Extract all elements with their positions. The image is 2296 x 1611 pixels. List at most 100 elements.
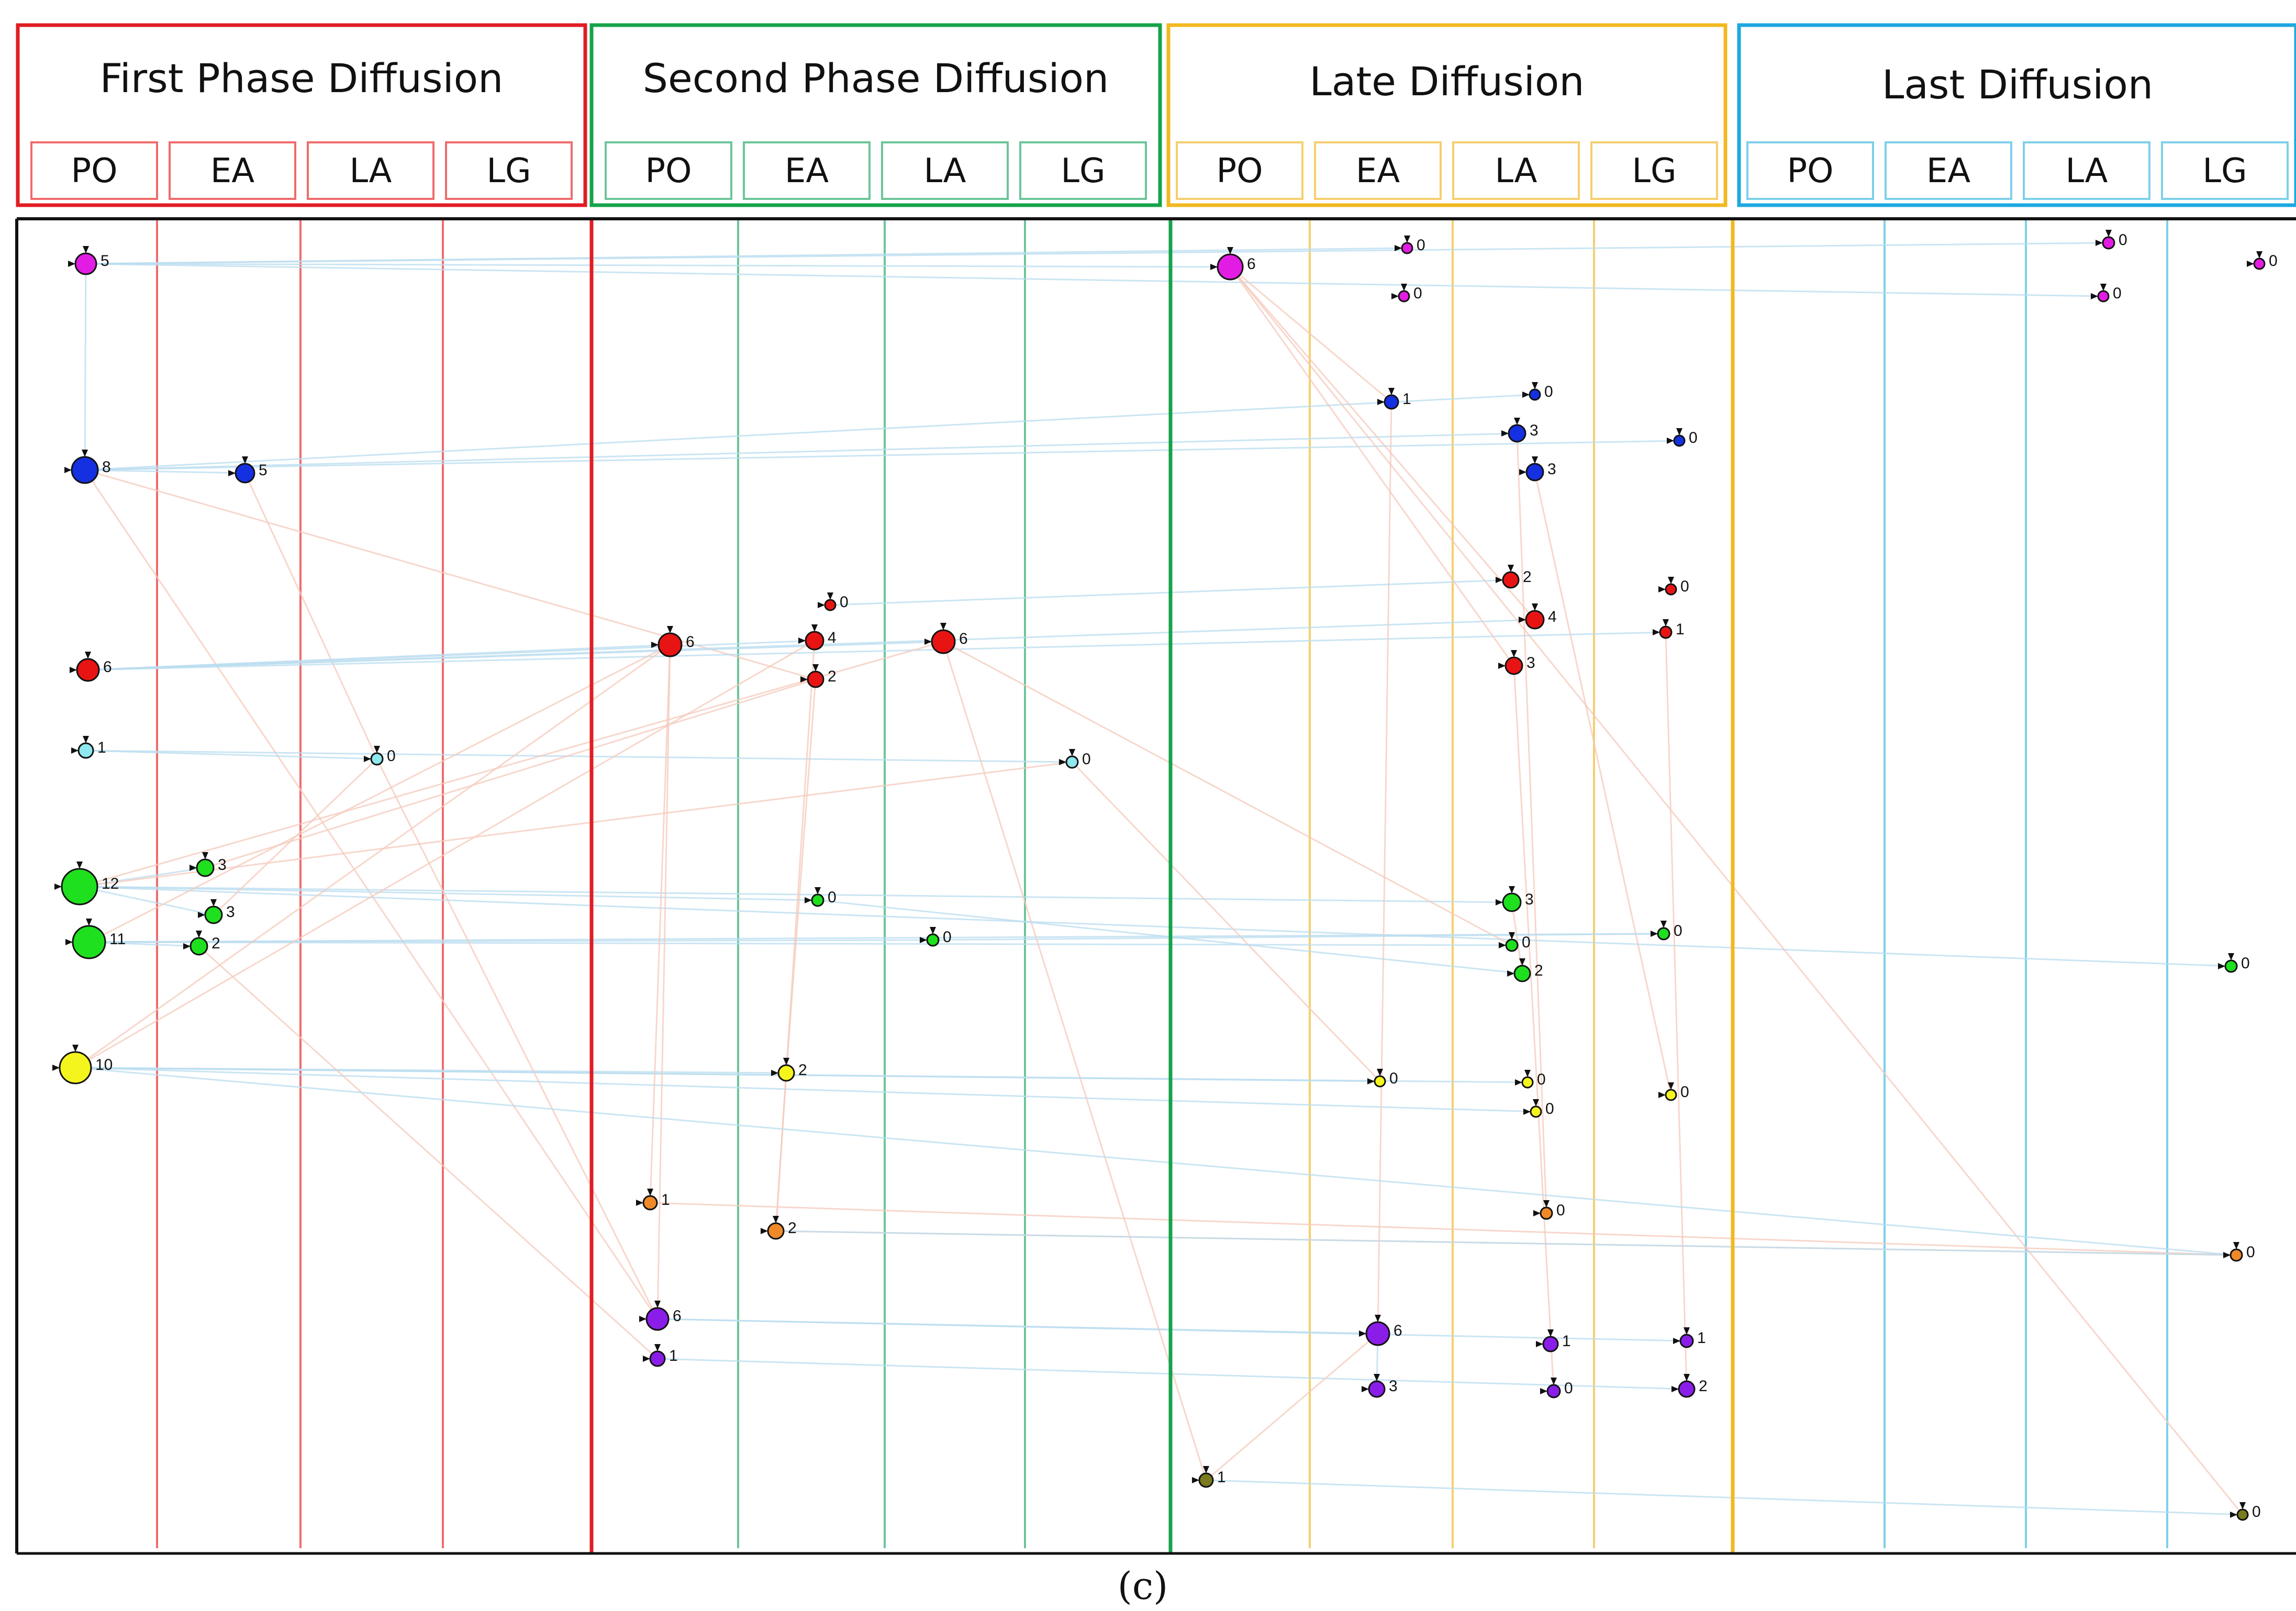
node-label: 4: [828, 629, 837, 646]
edge-0-54: [85, 242, 2109, 265]
node-arrowhead: [1508, 565, 1514, 572]
edge-1-30: [84, 432, 1518, 471]
node-red: 0: [818, 592, 849, 611]
node-arrowhead: [64, 467, 72, 473]
node-arrowhead: [1377, 399, 1385, 405]
sublabel-ea: EA: [785, 152, 829, 191]
sublabel-lg: LG: [1061, 152, 1105, 191]
node-cyan: 0: [364, 746, 396, 766]
node-arrowhead: [1203, 1466, 1209, 1473]
node-arrowhead: [800, 676, 808, 683]
node-arrowhead: [1658, 586, 1666, 592]
node-label: 6: [959, 630, 968, 647]
node-circle: [76, 658, 100, 682]
node-circle: [1513, 965, 1531, 982]
node-label: 6: [673, 1307, 682, 1325]
node-label: 0: [1417, 237, 1425, 254]
node-green: 0: [920, 927, 952, 947]
node-circle: [370, 752, 384, 766]
node-orange: 0: [1533, 1200, 1565, 1220]
node-arrowhead: [1507, 970, 1514, 977]
node-circle: [1659, 625, 1673, 639]
node-purple: 2: [1671, 1374, 1708, 1398]
phase-header-box: [1737, 23, 2296, 207]
node-circle: [61, 868, 98, 905]
node-arrowhead: [1532, 382, 1538, 389]
node-arrowhead: [1523, 1109, 1531, 1115]
edge-8-16: [205, 678, 816, 869]
node-label: 0: [2269, 252, 2278, 270]
node-arrowhead: [812, 664, 819, 672]
node-arrowhead: [1543, 1200, 1550, 1207]
sublabel-box-ea: [1314, 141, 1442, 200]
node-label: 3: [1525, 891, 1534, 908]
node-arrowhead: [1401, 284, 1407, 291]
node-green: 0: [2218, 953, 2250, 973]
edge-11-43: [75, 1067, 1528, 1083]
node-circle: [657, 632, 683, 657]
node-arrowhead: [1519, 617, 1526, 623]
edge-11-14: [75, 640, 815, 1069]
node-arrowhead: [1501, 430, 1509, 437]
sublabel-la: LA: [924, 152, 966, 191]
edge-19-40: [932, 933, 1664, 941]
node-red: 2: [800, 664, 837, 688]
node-arrowhead: [1514, 418, 1520, 425]
sublabel-box-po: [1176, 141, 1303, 200]
sublabel-la: LA: [2066, 152, 2108, 191]
sublabel-box-ea: [743, 141, 871, 200]
node-arrowhead: [1536, 1341, 1543, 1347]
sublabel-po: PO: [71, 152, 118, 191]
node-label: 6: [1247, 255, 1256, 273]
node-yellow: 0: [1515, 1070, 1546, 1089]
node-label: 4: [1548, 608, 1557, 625]
node-arrowhead: [924, 639, 932, 645]
node-arrowhead: [1069, 749, 1075, 756]
node-label: 0: [2252, 1503, 2261, 1520]
node-circle: [805, 631, 824, 651]
node-arrowhead: [2105, 230, 2112, 237]
node-circle: [1217, 253, 1244, 281]
edge-7-10: [88, 941, 199, 947]
node-label: 0: [943, 928, 952, 946]
edge-6-57: [79, 886, 2232, 967]
node-arrowhead: [805, 897, 812, 903]
plot-frame: [15, 217, 2296, 1555]
node-arrowhead: [1540, 1388, 1547, 1394]
sublabel-po: PO: [1217, 152, 1263, 191]
node-arrowhead: [771, 1070, 778, 1076]
node-circle: [2102, 236, 2115, 250]
node-arrowhead: [1532, 456, 1538, 464]
node-arrowhead: [68, 261, 75, 267]
sublabel-la: LA: [1495, 152, 1537, 191]
phase-header-box: [1166, 23, 1727, 207]
node-circle: [824, 599, 837, 611]
sublabel-box-lg: [1590, 141, 1718, 200]
node-circle: [1374, 1075, 1386, 1088]
node-label: 0: [2246, 1244, 2255, 1261]
edge-11-13: [75, 644, 671, 1069]
node-arrowhead: [1667, 438, 1674, 444]
node-arrowhead: [83, 736, 89, 743]
node-label: 1: [1402, 390, 1411, 408]
sublabel-ea: EA: [210, 152, 254, 191]
edge-37-51: [1513, 665, 1555, 1392]
edge-9-5: [213, 758, 378, 916]
edge-6-38: [79, 886, 1512, 903]
node-circle: [1678, 1380, 1696, 1398]
sublabel-lg: LG: [486, 152, 531, 191]
node-circle: [1542, 1336, 1559, 1352]
node-blue: 8: [64, 450, 111, 484]
node-arrowhead: [2247, 261, 2254, 267]
node-circle: [1665, 1089, 1677, 1101]
edge-1-23: [84, 469, 659, 1319]
node-orange: 0: [2223, 1242, 2255, 1262]
node-label: 0: [1689, 429, 1698, 446]
edge-3-36: [87, 631, 1666, 671]
node-circle: [59, 1051, 92, 1084]
edge-20-22: [775, 1072, 787, 1232]
edge-25-35: [1229, 266, 1536, 620]
node-arrowhead: [1660, 921, 1667, 928]
node-arrowhead: [183, 943, 191, 949]
